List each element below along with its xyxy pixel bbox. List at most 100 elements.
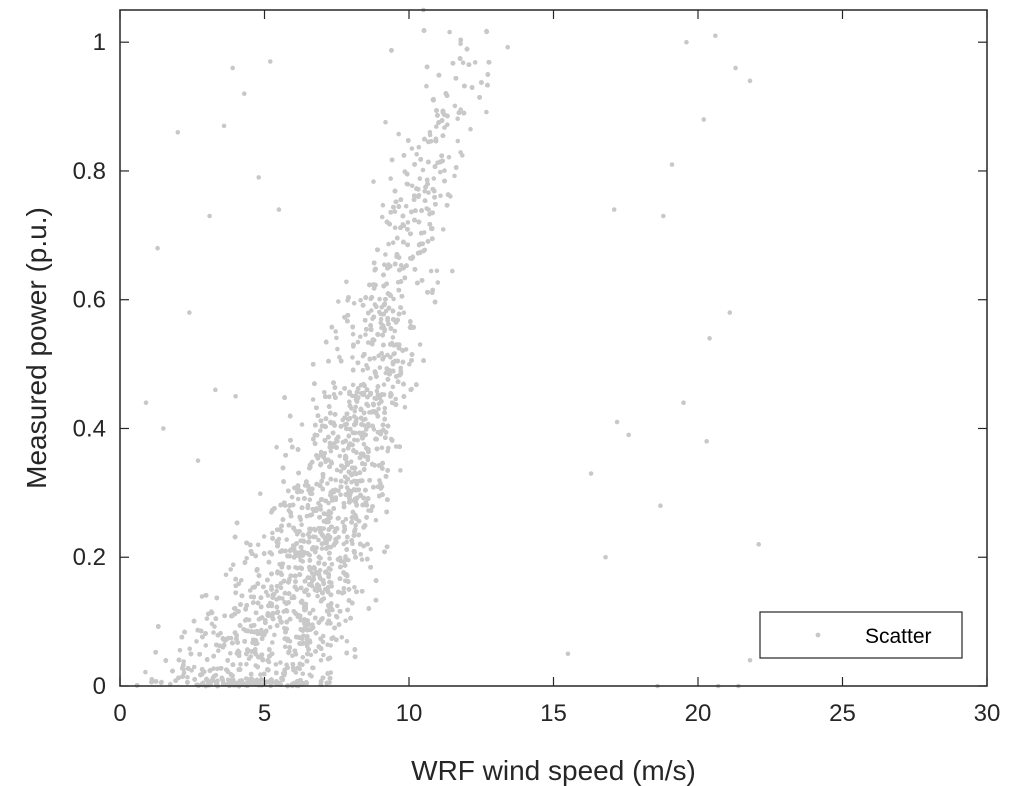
scatter-point [388,176,394,181]
scatter-point [243,676,249,681]
scatter-point [442,125,447,130]
scatter-point [321,652,326,658]
scatter-point [333,329,339,334]
scatter-point [386,445,391,451]
scatter-point [216,648,221,653]
scatter-point [382,405,388,411]
scatter-point [248,654,254,659]
scatter-point [261,534,267,539]
scatter-point [428,268,434,274]
scatter-point [333,477,339,483]
scatter-point [377,365,383,370]
scatter-point [460,153,465,158]
scatter-point [199,594,205,599]
scatter-point [401,223,407,228]
scatter-point [379,484,385,490]
scatter-point [416,144,422,150]
scatter-point [446,154,452,160]
scatter-point [368,546,374,552]
scatter-point [299,522,304,527]
scatter-point [355,339,361,345]
scatter-point [307,497,313,503]
scatter-point [381,382,387,387]
scatter-point [334,467,340,473]
scatter-point [308,652,314,658]
scatter-point [315,593,320,599]
scatter-point [181,659,186,664]
scatter-point [373,517,379,523]
scatter-point [350,355,355,360]
scatter-point [468,126,473,132]
scatter-point [379,445,385,451]
scatter-point [310,607,316,613]
scatter-point [350,331,356,337]
scatter-point [438,169,443,175]
scatter-point [282,644,288,649]
scatter-point [455,138,461,144]
scatter-point [434,268,440,274]
scatter-point [393,396,399,402]
scatter-point [274,588,280,594]
scatter-point [255,542,261,548]
scatter-point [434,124,439,129]
scatter-point [336,534,342,540]
scatter-point [442,168,447,173]
scatter-point [378,316,384,322]
scatter-point [343,554,348,559]
scatter-point [385,352,390,358]
scatter-point [392,225,398,230]
scatter-point [284,537,290,542]
scatter-point [341,448,346,453]
scatter-point [319,546,325,551]
scatter-point [414,152,420,157]
scatter-point [352,585,357,590]
scatter-point [426,190,431,195]
scatter-point [452,173,457,179]
scatter-point [447,29,452,35]
scatter-point [402,404,408,410]
scatter-point [279,528,284,534]
scatter-point [273,662,279,667]
scatter-point [158,680,164,686]
scatter-point [318,449,324,455]
scatter-point [194,639,199,644]
scatter-point [332,440,337,446]
scatter-point [191,664,197,670]
scatter-point [239,578,244,583]
scatter-point [270,530,275,536]
scatter-point [334,335,339,341]
scatter-point [344,638,350,644]
scatter-point [204,616,210,621]
scatter-point [374,388,380,394]
scatter-point [350,382,356,388]
scatter-point [376,406,381,412]
scatter-point [339,635,345,640]
scatter-point [383,308,389,314]
scatter-point [382,262,387,268]
scatter-point [299,422,305,427]
scatter-point [392,351,397,356]
scatter-point [344,539,349,545]
scatter-point [244,661,249,667]
scatter-point [278,660,283,665]
scatter-point [365,340,371,345]
scatter-point [455,116,461,121]
scatter-point [335,346,340,352]
scatter-point [398,468,403,473]
scatter-point [458,41,463,46]
scatter-point [177,647,183,653]
scatter-point [292,547,297,552]
scatter-point [336,299,341,304]
scatter-point [274,444,279,450]
scatter-point [445,122,450,127]
scatter-point [393,444,399,449]
scatter-point [318,428,323,433]
scatter-point [185,675,190,680]
scatter-point [300,655,306,660]
scatter-point [409,183,415,189]
scatter-point [322,451,328,456]
scatter-point [386,241,391,247]
scatter-point [335,603,340,609]
scatter-point [228,567,233,572]
scatter-point [403,203,409,209]
